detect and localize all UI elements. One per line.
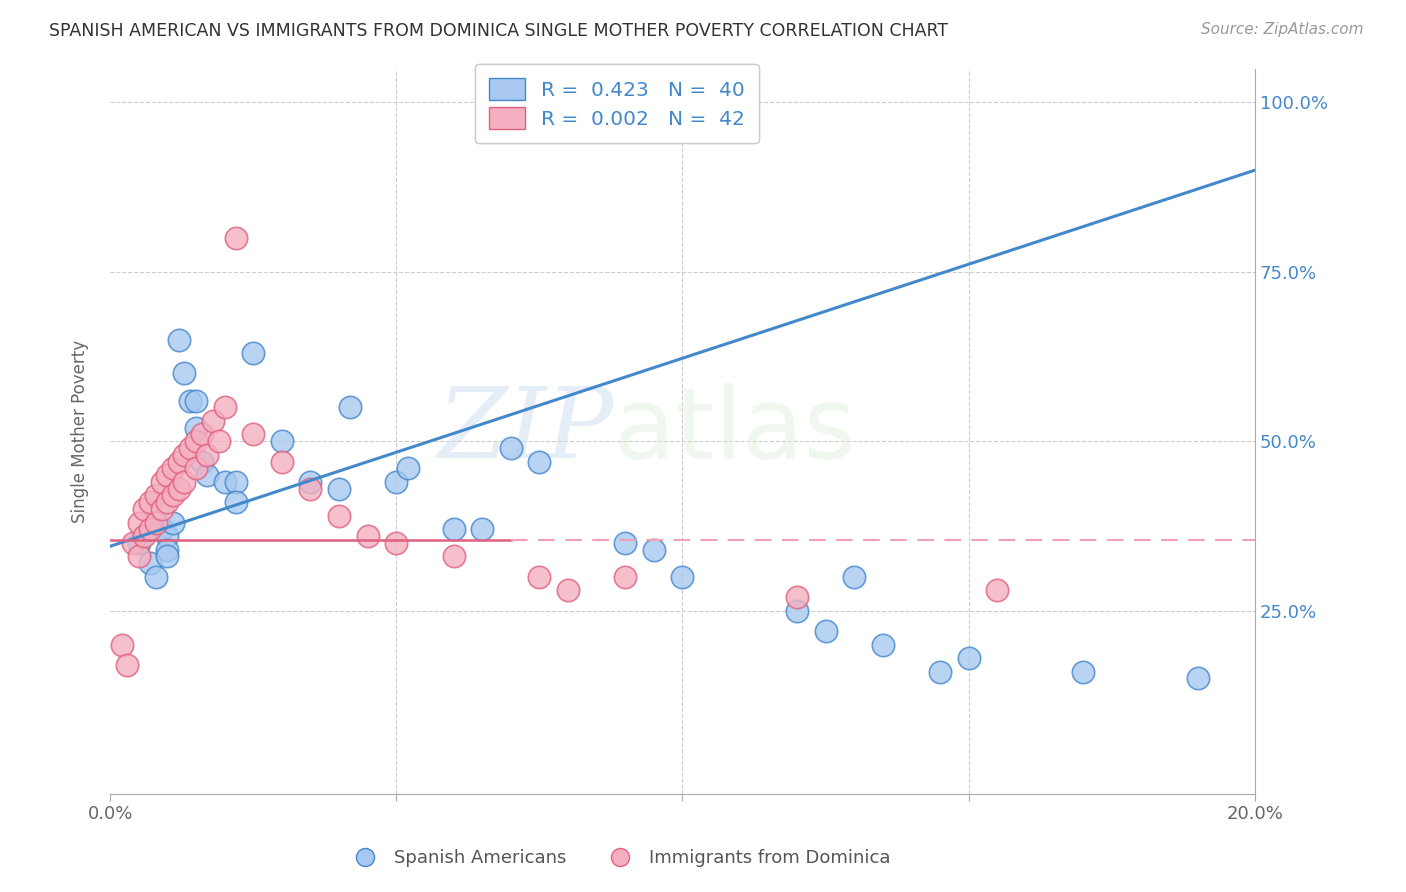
Point bbox=[184, 393, 207, 408]
Point bbox=[190, 454, 212, 468]
Point bbox=[128, 549, 150, 564]
Point bbox=[225, 475, 247, 489]
Point bbox=[162, 488, 184, 502]
Point bbox=[184, 461, 207, 475]
Point bbox=[443, 549, 465, 564]
Point bbox=[214, 401, 236, 415]
Point bbox=[173, 448, 195, 462]
Point bbox=[499, 441, 522, 455]
Point bbox=[128, 536, 150, 550]
Point bbox=[614, 536, 637, 550]
Point bbox=[529, 570, 551, 584]
Point bbox=[145, 516, 167, 530]
Point bbox=[128, 516, 150, 530]
Point bbox=[1187, 672, 1209, 686]
Point bbox=[117, 657, 139, 672]
Point bbox=[299, 482, 322, 496]
Point bbox=[179, 393, 201, 408]
Point bbox=[122, 536, 145, 550]
Point bbox=[139, 495, 162, 509]
Point bbox=[328, 482, 350, 496]
Point bbox=[145, 570, 167, 584]
Point bbox=[167, 454, 190, 468]
Point bbox=[202, 414, 225, 428]
Point bbox=[150, 502, 173, 516]
Point bbox=[1071, 665, 1094, 679]
Legend: R =  0.423   N =  40, R =  0.002   N =  42: R = 0.423 N = 40, R = 0.002 N = 42 bbox=[475, 64, 759, 144]
Point bbox=[173, 475, 195, 489]
Point bbox=[156, 542, 179, 557]
Legend: Spanish Americans, Immigrants from Dominica: Spanish Americans, Immigrants from Domin… bbox=[339, 842, 898, 874]
Point bbox=[443, 522, 465, 536]
Point bbox=[671, 570, 693, 584]
Point bbox=[814, 624, 837, 638]
Point bbox=[134, 529, 156, 543]
Point bbox=[385, 536, 408, 550]
Text: ZIP: ZIP bbox=[437, 384, 614, 479]
Point bbox=[986, 583, 1008, 598]
Point bbox=[356, 529, 378, 543]
Point bbox=[184, 420, 207, 434]
Point bbox=[156, 495, 179, 509]
Point bbox=[184, 434, 207, 449]
Point bbox=[270, 434, 292, 449]
Point bbox=[614, 570, 637, 584]
Point bbox=[134, 502, 156, 516]
Point bbox=[957, 651, 980, 665]
Point bbox=[139, 522, 162, 536]
Point bbox=[929, 665, 952, 679]
Point bbox=[162, 516, 184, 530]
Point bbox=[162, 461, 184, 475]
Point bbox=[643, 542, 665, 557]
Point bbox=[214, 475, 236, 489]
Point bbox=[242, 427, 264, 442]
Y-axis label: Single Mother Poverty: Single Mother Poverty bbox=[72, 340, 89, 523]
Text: SPANISH AMERICAN VS IMMIGRANTS FROM DOMINICA SINGLE MOTHER POVERTY CORRELATION C: SPANISH AMERICAN VS IMMIGRANTS FROM DOMI… bbox=[49, 22, 948, 40]
Point bbox=[396, 461, 419, 475]
Point bbox=[471, 522, 494, 536]
Point bbox=[167, 333, 190, 347]
Point bbox=[328, 508, 350, 523]
Point bbox=[156, 468, 179, 483]
Point bbox=[872, 638, 894, 652]
Point bbox=[156, 549, 179, 564]
Point bbox=[339, 401, 361, 415]
Point bbox=[557, 583, 579, 598]
Point bbox=[208, 434, 231, 449]
Point bbox=[270, 454, 292, 468]
Point bbox=[529, 454, 551, 468]
Point bbox=[225, 495, 247, 509]
Point bbox=[190, 427, 212, 442]
Point bbox=[225, 231, 247, 245]
Point bbox=[195, 468, 218, 483]
Point bbox=[156, 529, 179, 543]
Point bbox=[150, 475, 173, 489]
Point bbox=[145, 488, 167, 502]
Text: atlas: atlas bbox=[614, 383, 855, 480]
Point bbox=[173, 367, 195, 381]
Point bbox=[242, 346, 264, 360]
Point bbox=[139, 556, 162, 570]
Point bbox=[195, 448, 218, 462]
Point bbox=[786, 604, 808, 618]
Point bbox=[167, 482, 190, 496]
Point bbox=[299, 475, 322, 489]
Point bbox=[150, 522, 173, 536]
Point bbox=[385, 475, 408, 489]
Point bbox=[786, 590, 808, 604]
Point bbox=[110, 638, 132, 652]
Text: Source: ZipAtlas.com: Source: ZipAtlas.com bbox=[1201, 22, 1364, 37]
Point bbox=[844, 570, 866, 584]
Point bbox=[179, 441, 201, 455]
